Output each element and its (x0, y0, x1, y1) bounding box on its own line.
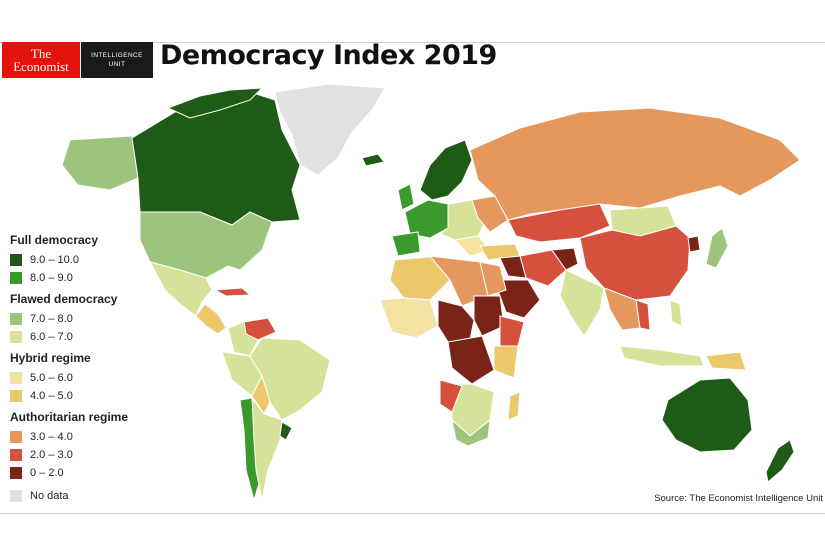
legend-item: 5.0 – 6.0 (10, 369, 160, 387)
region-canada (131, 91, 301, 226)
legend-label: 3.0 – 4.0 (30, 431, 73, 443)
region-madagascar (507, 391, 521, 421)
region-vietnam (635, 299, 651, 331)
legend-heading-full: Full democracy (10, 233, 99, 247)
legend-label: 6.0 – 7.0 (30, 331, 73, 343)
region-russia (469, 107, 801, 221)
legend-item: 6.0 – 7.0 (10, 328, 160, 346)
legend-label: 4.0 – 5.0 (30, 390, 73, 402)
region-china (579, 225, 691, 301)
region-syria (499, 255, 527, 279)
legend-item: 8.0 – 9.0 (10, 269, 160, 287)
world-map (61, 83, 801, 500)
region-argentina (251, 396, 283, 500)
legend-label: 5.0 – 6.0 (30, 372, 73, 384)
region-sahel (437, 299, 475, 343)
region-sudan (473, 295, 505, 337)
region-ethiopia (499, 315, 525, 347)
region-greenland (274, 83, 386, 176)
legend-swatch (10, 372, 22, 384)
region-alaska (61, 135, 139, 191)
region-papua (705, 351, 747, 371)
region-philippines (669, 299, 683, 327)
legend-swatch (10, 313, 22, 325)
region-east-africa (493, 345, 519, 379)
region-australia (661, 377, 753, 453)
region-new-zealand (765, 439, 795, 483)
legend-item: 4.0 – 5.0 (10, 387, 160, 405)
legend-swatch (10, 390, 22, 402)
region-north-korea (687, 235, 701, 253)
legend-item: 0 – 2.0 (10, 464, 160, 482)
brand-line-1: The (30, 46, 52, 61)
legend-label: 7.0 – 8.0 (30, 313, 73, 325)
legend-item: 2.0 – 3.0 (10, 446, 160, 464)
region-japan (705, 227, 729, 269)
region-egypt (479, 261, 507, 297)
legend-heading-hybrid: Hybrid regime (10, 351, 91, 365)
region-brazil (249, 337, 331, 421)
legend-label: 0 – 2.0 (30, 467, 64, 479)
region-uruguay (279, 421, 293, 441)
legend-heading-authoritarian: Authoritarian regime (10, 410, 129, 424)
brand-line-2: Economist (13, 59, 69, 74)
region-angola (439, 379, 463, 413)
unit-line-2: UNIT (108, 61, 126, 68)
legend-item-no-data: No data (10, 487, 160, 505)
legend-label: 8.0 – 9.0 (30, 272, 73, 284)
page-title: Democracy Index 2019 (160, 40, 497, 71)
legend-swatch (10, 272, 22, 284)
intelligence-unit-mark: INTELLIGENCE UNIT (80, 42, 153, 78)
region-cuba (213, 287, 252, 297)
legend-item: 7.0 – 8.0 (10, 310, 160, 328)
region-ukraine (471, 195, 509, 233)
region-scandinavia (419, 139, 473, 201)
region-colombia (227, 321, 259, 357)
region-uk (397, 183, 415, 211)
source-note: Source: The Economist Intelligence Unit (654, 493, 823, 504)
legend-label: No data (30, 490, 69, 502)
legend-item: 3.0 – 4.0 (10, 428, 160, 446)
region-southeast-asia (603, 287, 641, 331)
legend-swatch (10, 331, 22, 343)
legend-label: 2.0 – 3.0 (30, 449, 73, 461)
legend-swatch (10, 490, 22, 502)
legend-heading-flawed: Flawed democracy (10, 292, 118, 306)
region-central-africa (447, 335, 495, 385)
legend-swatch (10, 449, 22, 461)
region-mexico (149, 261, 213, 317)
region-iceland (361, 153, 385, 167)
region-canada-islands (166, 87, 264, 119)
region-west-africa (379, 297, 439, 339)
legend-item: 9.0 – 10.0 (10, 251, 160, 269)
legend-swatch (10, 467, 22, 479)
legend-swatch (10, 254, 22, 266)
legend: Full democracy 9.0 – 10.0 8.0 – 9.0 Flaw… (10, 233, 160, 505)
legend-label: 9.0 – 10.0 (30, 254, 79, 266)
region-iberia (391, 231, 421, 257)
region-central-america (195, 303, 227, 335)
region-south-africa (451, 418, 491, 447)
region-indonesia (619, 345, 705, 367)
economist-logo: The Economist INTELLIGENCE UNIT (2, 42, 153, 78)
unit-line-1: INTELLIGENCE (91, 52, 143, 59)
region-afghanistan (551, 247, 579, 271)
region-kazakhstan (507, 203, 611, 243)
legend-swatch (10, 431, 22, 443)
economist-wordmark: The Economist (2, 42, 80, 78)
